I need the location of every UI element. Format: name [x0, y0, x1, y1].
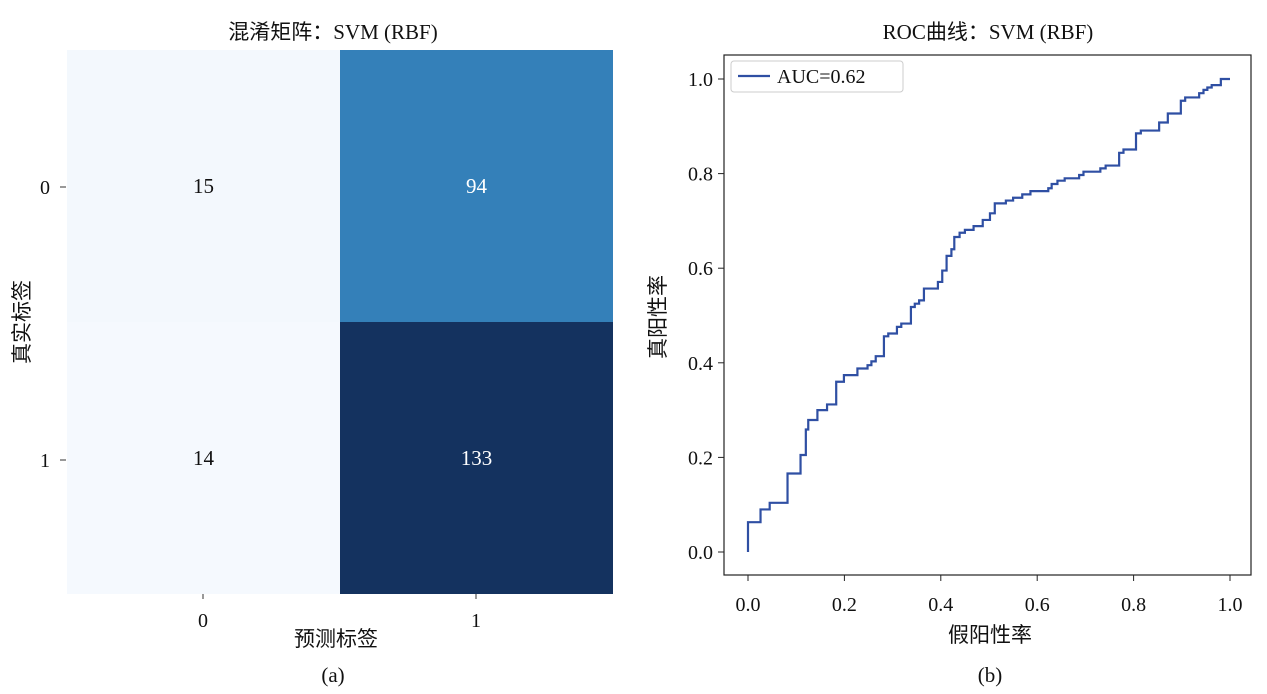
roc-xtick-3: 0.6: [1025, 594, 1050, 616]
cm-xtick-1: 1: [471, 610, 481, 632]
legend-box: [730, 60, 904, 93]
roc-ytick-0: 0.0: [688, 542, 713, 564]
cm-cell-1-0: [67, 322, 340, 594]
confusion-matrix-panel: 混淆矩阵：SVM (RBF) 15 94 14 133 0 1 0 1 预测标签 真实…: [10, 20, 613, 687]
cm-ylabel: 真实标签: [10, 280, 34, 364]
cm-ytick-0: 0: [40, 177, 50, 199]
cm-title: 混淆矩阵：SVM (RBF): [228, 20, 437, 44]
roc-ytick-4: 0.8: [688, 164, 713, 186]
cm-xlabel: 预测标签: [294, 627, 378, 651]
caption-b: (b): [978, 663, 1003, 687]
cm-cell-0-1: [340, 50, 613, 322]
cm-ytick-1: 1: [40, 450, 50, 472]
roc-legend: AUC=0.62: [730, 60, 904, 93]
roc-ylabel: 真阳性率: [646, 275, 670, 359]
roc-title: ROC曲线：SVM (RBF): [883, 20, 1094, 44]
roc-xtick-4: 0.8: [1121, 594, 1146, 616]
cm-value-0-0: 15: [193, 174, 214, 198]
roc-panel: ROC曲线：SVM (RBF) 0.0 0.2 0.4 0.6 0.8 1.0 0.0 0.2…: [646, 20, 1252, 687]
cm-xtick-0: 0: [198, 610, 208, 632]
cm-value-1-0: 14: [193, 446, 215, 470]
cm-cell-0-0: [67, 50, 340, 322]
cm-cell-1-1: [340, 322, 613, 594]
roc-xtick-0: 0.0: [736, 594, 761, 616]
roc-xlabel: 假阳性率: [948, 623, 1032, 647]
roc-xtick-1: 0.2: [832, 594, 857, 616]
legend-label: AUC=0.62: [777, 66, 866, 88]
roc-axes-frame: [723, 54, 1252, 576]
roc-ytick-5: 1.0: [688, 69, 713, 91]
cm-value-1-1: 133: [461, 446, 493, 470]
caption-a: (a): [321, 663, 344, 687]
roc-xtick-5: 1.0: [1218, 594, 1243, 616]
roc-ytick-3: 0.6: [688, 258, 713, 280]
roc-curve: [746, 77, 1230, 552]
roc-ytick-1: 0.2: [688, 447, 713, 469]
roc-ytick-2: 0.4: [688, 353, 713, 375]
roc-xtick-2: 0.4: [928, 594, 953, 616]
cm-value-0-1: 94: [466, 174, 488, 198]
